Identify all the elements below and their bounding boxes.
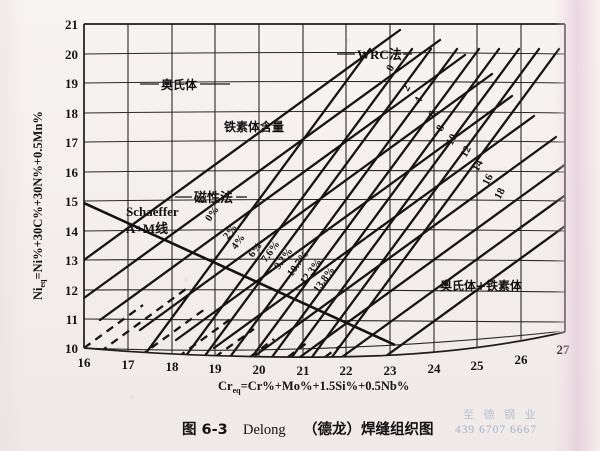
- y-axis-title: Nieq=Ni%+30C%+30N%+0.5Mn%: [31, 111, 47, 300]
- fn-label-18: 18: [492, 186, 508, 202]
- region-labels: 奥氏体 铁素体含量 奥氏体+铁素体 WRC法 磁性法 Schaeffer A+M…: [126, 47, 523, 293]
- wrc-line-fn18: [384, 209, 565, 358]
- label-austenite: 奥氏体: [161, 77, 198, 92]
- label-wrc-method: WRC法: [357, 47, 402, 62]
- dashed-line-a: [84, 304, 144, 349]
- watermark-phone: 439 6707 6667: [455, 424, 537, 436]
- caption-cn: （德龙）焊缝组织图: [303, 420, 434, 438]
- wrc-line-fn6: [138, 72, 494, 332]
- wrc-line-fn16: [340, 184, 565, 358]
- grid-horizontal: [84, 24, 565, 351]
- label-magnetic-method: 磁性法: [194, 190, 233, 205]
- x-tick-20: 20: [253, 362, 266, 377]
- fn-labels: 0 2 4 6 8 10 12 14 16 18: [384, 62, 508, 201]
- svg-text:Nieq=Ni%+30C%+30N%+0.5Mn%: Nieq=Ni%+30C%+30N%+0.5Mn%: [31, 111, 47, 300]
- grid-group: [84, 24, 565, 357]
- x-axis-title-sub: eq: [233, 386, 242, 395]
- dashed-extension-lines: [84, 288, 341, 358]
- y-axis-title-rest: =Ni%+30C%+30N%+0.5Mn%: [31, 111, 45, 279]
- x-tick-17: 17: [122, 357, 136, 372]
- schaeffer-am-line-group: [84, 191, 396, 347]
- x-tick-18: 18: [166, 359, 180, 374]
- fn-label-16: 16: [480, 172, 496, 188]
- watermark-company: 至 德 钢 业: [463, 407, 539, 421]
- y-tick-21: 21: [65, 17, 78, 32]
- pct-label-0: 0%: [204, 205, 222, 224]
- dashed-line-h: [324, 345, 341, 358]
- svg-text:Creq=Cr%+Mo%+1.5Si%+0.5Nb%: Creq=Cr%+Mo%+1.5Si%+0.5Nb%: [218, 379, 409, 395]
- y-tick-20: 20: [65, 47, 78, 62]
- iso-line-6pct: [228, 47, 459, 358]
- label-schaeffer-line1: Schaeffer: [126, 204, 179, 219]
- y-tick-11: 11: [66, 312, 78, 327]
- x-tick-26: 26: [515, 352, 529, 367]
- x-tick-21: 21: [297, 363, 310, 378]
- y-tick-17: 17: [65, 135, 79, 150]
- wrc-line-fn8: [174, 94, 514, 342]
- x-tick-27: 27: [557, 342, 571, 357]
- wrc-iso-lines: [84, 28, 565, 358]
- fn-label-4: 4: [412, 94, 425, 105]
- dashed-line-g: [287, 341, 309, 358]
- watermark: 至 德 钢 业 439 6707 6667: [455, 407, 539, 436]
- x-axis-title-main: Cr: [218, 379, 233, 393]
- caption-en: Delong: [243, 422, 286, 438]
- x-tick-24: 24: [428, 361, 442, 376]
- percent-labels: 0% 2% 4% 6% 7.6% 9.2% 10.7% 12.3% 13.8%: [204, 205, 338, 295]
- label-schaeffer-line2: A+M线: [126, 221, 168, 236]
- iso-line-0pct: [141, 47, 372, 358]
- x-tick-16: 16: [78, 355, 92, 370]
- y-axis-title-sub: eq: [38, 279, 47, 288]
- iso-line-10-7pct: [290, 47, 521, 358]
- iso-line-4pct: [202, 47, 433, 358]
- y-tick-15: 15: [65, 194, 79, 209]
- x-axis-title-rest: =Cr%+Mo%+1.5Si%+0.5Nb%: [241, 379, 410, 393]
- x-tick-23: 23: [384, 363, 398, 378]
- label-ferrite-content: 铁素体含量: [224, 119, 284, 134]
- wrc-line-fn10: [212, 114, 536, 350]
- y-tick-19: 19: [65, 76, 79, 91]
- fn-label-8: 8: [434, 122, 447, 133]
- figure-caption: 图 6-3 Delong （德龙）焊缝组织图: [182, 420, 434, 438]
- dashed-line-d: [177, 317, 233, 358]
- y-axis-ticks: 21 20 19 18 17 16 15 14 13 12 11 10: [65, 17, 79, 356]
- wrc-line-fn14: [298, 159, 565, 358]
- y-tick-18: 18: [65, 106, 79, 121]
- wrc-line-fn2: [84, 38, 442, 300]
- dashed-line-f: [249, 338, 275, 358]
- y-tick-14: 14: [65, 224, 79, 239]
- iso-line-12-3pct: [310, 47, 541, 358]
- fn-label-0: 0: [384, 62, 397, 73]
- wrc-line-fn0: [84, 28, 402, 262]
- label-austenite-ferrite: 奥氏体+铁素体: [440, 278, 523, 293]
- schaeffer-am-line: [84, 191, 396, 347]
- x-axis-title: Creq=Cr%+Mo%+1.5Si%+0.5Nb%: [218, 379, 409, 395]
- y-tick-12: 12: [65, 283, 78, 298]
- fn-label-6: 6: [426, 108, 439, 119]
- fn-label-2: 2: [400, 82, 413, 93]
- caption-number: 图 6-3: [182, 421, 228, 438]
- y-tick-16: 16: [65, 165, 79, 180]
- y-tick-13: 13: [65, 253, 79, 268]
- y-axis-title-main: Ni: [31, 287, 45, 300]
- x-tick-19: 19: [209, 361, 223, 376]
- x-tick-25: 25: [471, 358, 485, 373]
- wrc-line-fn4: [98, 53, 467, 322]
- wrc-line-fn12: [254, 135, 558, 357]
- y-tick-10: 10: [65, 341, 78, 356]
- dashed-line-b: [99, 288, 187, 353]
- x-tick-22: 22: [340, 363, 353, 378]
